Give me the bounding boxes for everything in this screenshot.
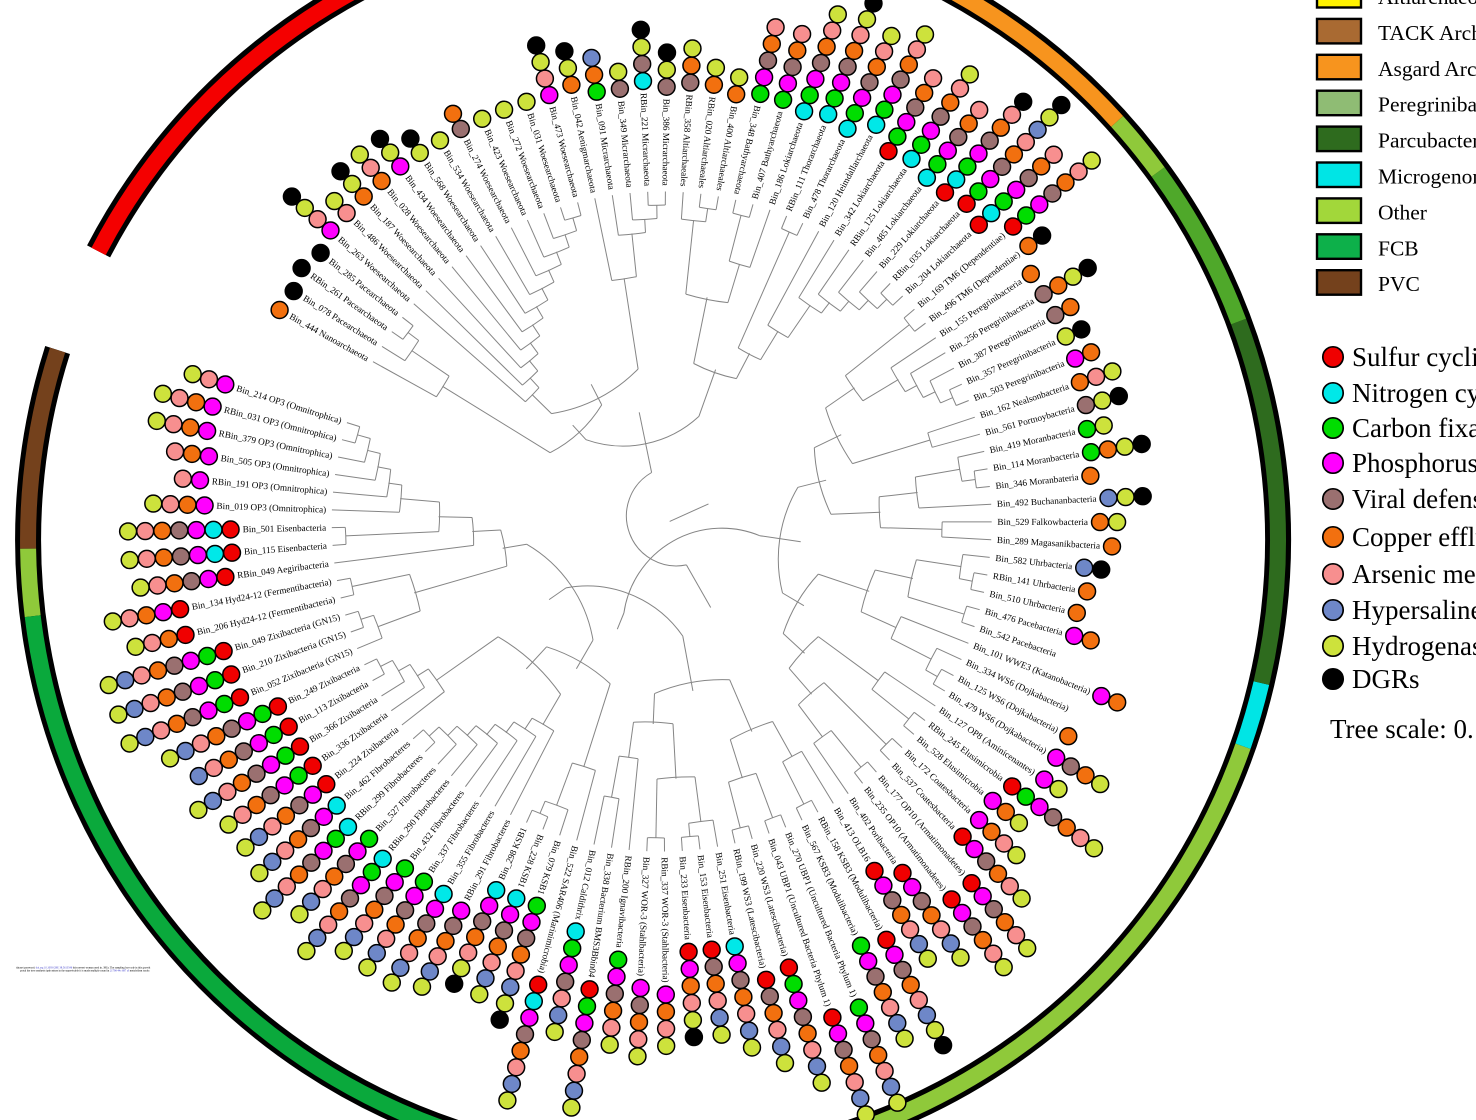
svg-text:Hydrogenase genes: Hydrogenase genes: [1352, 631, 1476, 661]
svg-text:Carbon fixation genes: Carbon fixation genes: [1352, 413, 1476, 443]
svg-text:Bin_019 OP3 (Omnitrophica): Bin_019 OP3 (Omnitrophica): [216, 501, 326, 515]
svg-text:Arsenic metabolism genes: Arsenic metabolism genes: [1352, 559, 1476, 589]
svg-text:Peregrinibacteria: Peregrinibacteria: [1378, 93, 1476, 117]
svg-text:Altiarchaeota: Altiarchaeota: [1378, 0, 1476, 9]
svg-text:Copper efflux genes: Copper efflux genes: [1352, 522, 1476, 552]
svg-text:Other: Other: [1378, 200, 1427, 224]
svg-text:RBin_337 WOR-3 (Stahlbacteria): RBin_337 WOR-3 (Stahlbacteria): [660, 857, 671, 982]
svg-text:Phosphorus cycling genes: Phosphorus cycling genes: [1352, 448, 1476, 478]
svg-text:dataset password: doi.org 10.1: dataset password: doi.org 10.1093 GBE 38…: [16, 967, 151, 970]
svg-text:Asgard Archaea: Asgard Archaea: [1378, 57, 1476, 81]
svg-text:Parcubacteria: Parcubacteria: [1378, 129, 1476, 153]
svg-text:DGRs: DGRs: [1352, 664, 1420, 694]
svg-text:Viral defense genes: Viral defense genes: [1352, 484, 1476, 514]
svg-text:Nitrogen cycling genes: Nitrogen cycling genes: [1352, 378, 1476, 408]
svg-text:Sulfur cycling genes: Sulfur cycling genes: [1352, 342, 1476, 372]
svg-text:Bin_501 Eisenbacteria: Bin_501 Eisenbacteria: [243, 523, 327, 535]
svg-text:Hypersaline adaption genes: Hypersaline adaption genes: [1352, 595, 1476, 625]
svg-text:portal the tree synthesis ipn: portal the tree synthesis ipnb mixes in …: [20, 969, 149, 972]
svg-text:Microgenomates: Microgenomates: [1378, 165, 1476, 189]
svg-text:PVC: PVC: [1378, 272, 1420, 296]
svg-text:Bin_529 Falkowbacteria: Bin_529 Falkowbacteria: [997, 517, 1088, 527]
svg-text:Bin_386 Micrarchaeota: Bin_386 Micrarchaeota: [661, 99, 672, 186]
svg-text:Tree scale: 0.1: Tree scale: 0.1: [1330, 714, 1476, 744]
svg-text:FCB: FCB: [1378, 236, 1419, 260]
svg-text:TACK Archaea: TACK Archaea: [1378, 21, 1476, 45]
svg-text:RBin_221 Micrarchaeota: RBin_221 Micrarchaeota: [639, 93, 653, 186]
